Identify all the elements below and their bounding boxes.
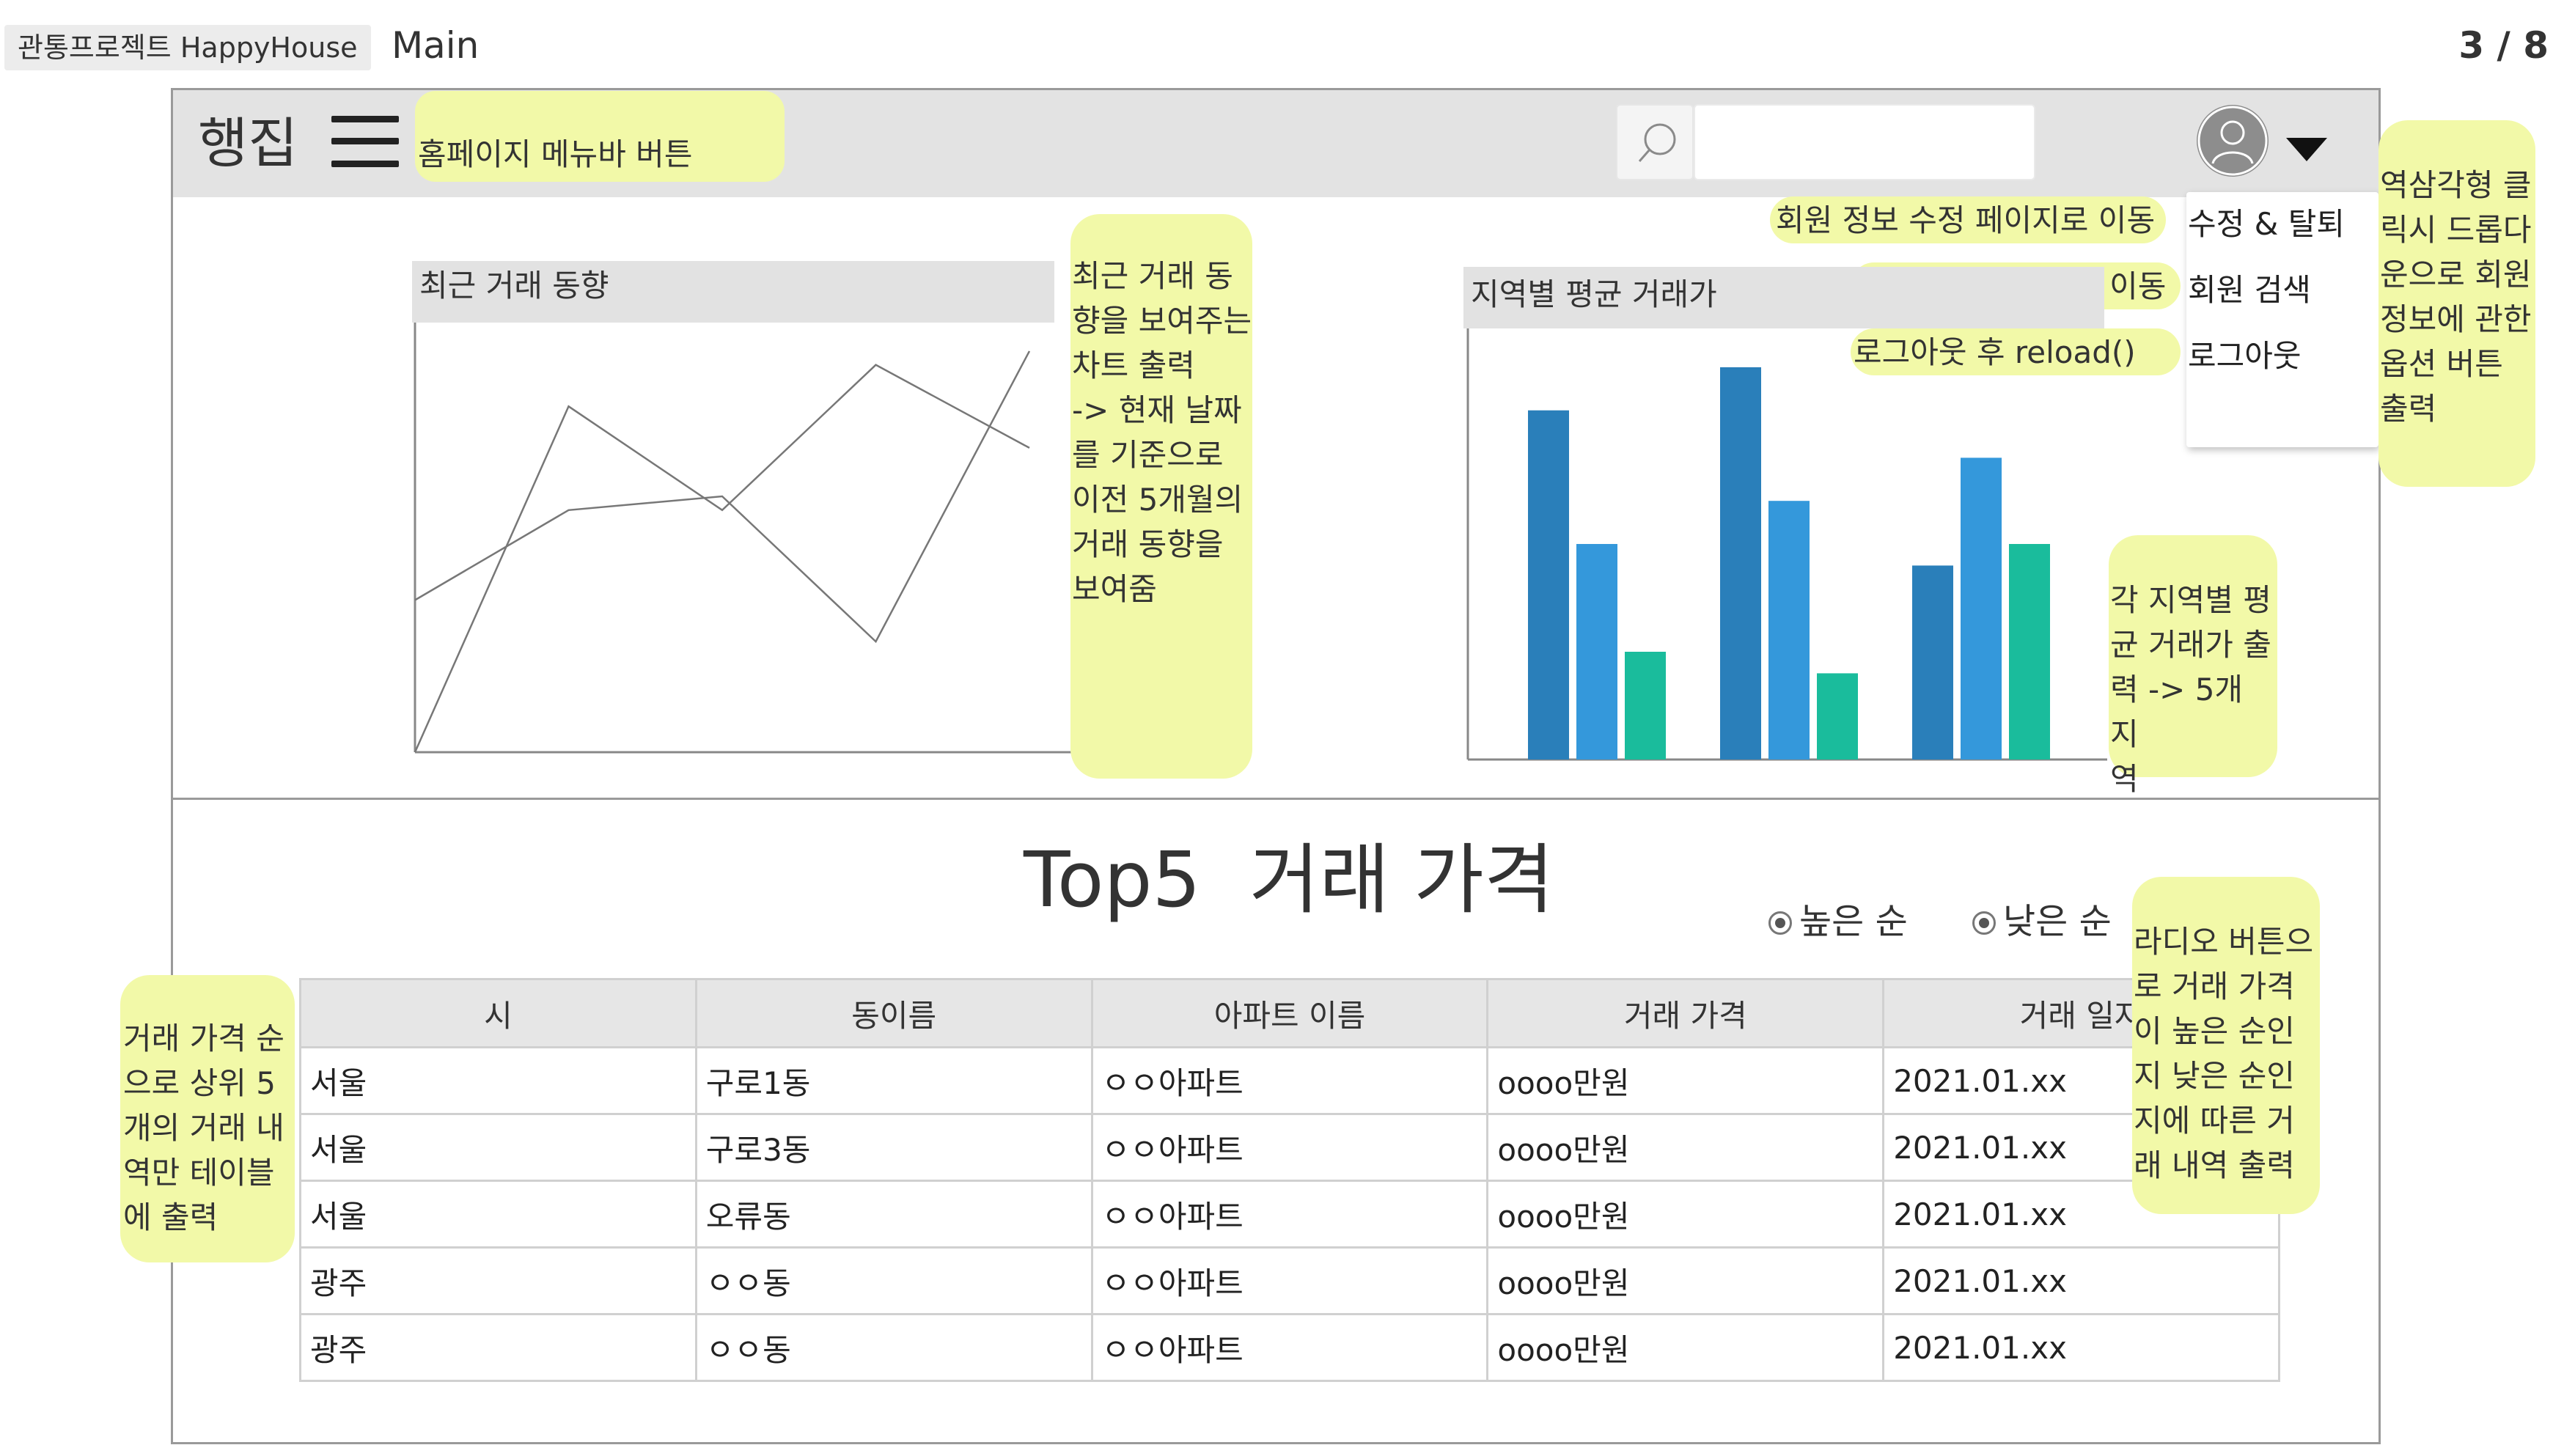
cell: 구로3동: [694, 1113, 1093, 1182]
avatar[interactable]: [2197, 105, 2269, 177]
cell: 서울: [299, 1113, 697, 1182]
page-number: 3 / 8: [2458, 24, 2549, 67]
trend-series-line-1: [414, 350, 1031, 644]
page-name: Main: [392, 24, 480, 67]
dropdown-item-edit-withdraw[interactable]: 수정 & 탈퇴: [2188, 206, 2346, 242]
col-header-apartment: 아파트 이름: [1090, 978, 1489, 1048]
region-bar-g3-s2: [1961, 457, 2002, 760]
project-label: 관통프로젝트 HappyHouse: [4, 25, 371, 70]
cell: oooo만원: [1486, 1046, 1885, 1115]
cell: ㅇㅇ동: [694, 1246, 1093, 1315]
cell: ㅇㅇ아파트: [1090, 1046, 1489, 1115]
search-button[interactable]: [1616, 104, 1694, 180]
cell: 광주: [299, 1246, 697, 1315]
cell: ㅇㅇ아파트: [1090, 1180, 1489, 1249]
note-table: 거래 가격 순 으로 상위 5 개의 거래 내 역만 테이블 에 출력: [120, 975, 295, 1262]
cell: 2021.01.xx: [1882, 1246, 2280, 1315]
search-icon: [1638, 123, 1676, 162]
note-region-chart: 각 지역별 평 균 거래가 출 력 -> 5개 지 역: [2109, 535, 2277, 797]
dropdown-item-member-search[interactable]: 회원 검색: [2188, 272, 2311, 308]
dropdown-caret-icon[interactable]: [2286, 138, 2327, 161]
radio-high-icon[interactable]: [1768, 911, 1792, 935]
cell: 구로1동: [694, 1046, 1093, 1115]
table-header-row: 시 동이름 아파트 이름 거래 가격 거래 일자: [299, 978, 2280, 1048]
region-chart: [1466, 328, 2107, 761]
radio-low-label: 낮은 순: [2003, 901, 2112, 942]
search-input[interactable]: [1694, 104, 2035, 180]
cell: 광주: [299, 1313, 697, 1382]
table-row[interactable]: 서울 오류동 ㅇㅇ아파트 oooo만원 2021.01.xx: [299, 1180, 2280, 1249]
region-bar-g2-s2: [1768, 501, 1810, 760]
cell: 서울: [299, 1180, 697, 1249]
section-divider: [173, 798, 2378, 800]
cell: oooo만원: [1486, 1180, 1885, 1249]
table-row[interactable]: 광주 ㅇㅇ동 ㅇㅇ아파트 oooo만원 2021.01.xx: [299, 1313, 2280, 1382]
menu-icon[interactable]: [331, 116, 399, 167]
table-row[interactable]: 광주 ㅇㅇ동 ㅇㅇ아파트 oooo만원 2021.01.xx: [299, 1246, 2280, 1315]
region-bar-g3-s3: [2009, 544, 2050, 760]
cell: 오류동: [694, 1180, 1093, 1249]
region-bar-g2-s3: [1817, 673, 1858, 760]
radio-sort-high[interactable]: 높은 순: [1768, 896, 1908, 947]
region-bar-g1-s2: [1576, 544, 1617, 760]
note-dropdown-caret: 역삼각형 클 릭시 드롭다 운으로 회원 정보에 관한 옵션 버튼 출력: [2378, 120, 2535, 487]
radio-low-icon[interactable]: [1972, 911, 1996, 935]
trend-chart-title: 최근 거래 동향: [412, 261, 1054, 323]
top5-table: 시 동이름 아파트 이름 거래 가격 거래 일자 서울 구로1동 ㅇㅇ아파트 o…: [299, 978, 2280, 1382]
cell: ㅇㅇ아파트: [1090, 1313, 1489, 1382]
col-header-price: 거래 가격: [1486, 978, 1885, 1048]
note-trend-chart: 최근 거래 동 향을 보여주는 차트 출력 -> 현재 날짜 를 기준으로 이전…: [1070, 214, 1252, 779]
table-row[interactable]: 서울 구로1동 ㅇㅇ아파트 oooo만원 2021.01.xx: [299, 1046, 2280, 1115]
radio-sort-low[interactable]: 낮은 순: [1972, 896, 2112, 947]
user-icon: [2197, 106, 2268, 176]
note-edit-member: 회원 정보 수정 페이지로 이동: [1770, 196, 2166, 243]
cell: 2021.01.xx: [1882, 1313, 2280, 1382]
note-menubar: 홈페이지 메뉴바 버튼: [415, 91, 785, 182]
col-header-city: 시: [299, 978, 697, 1048]
note-logout: 로그아웃 후 reload(): [1851, 328, 2181, 375]
region-bar-g2-s1: [1720, 367, 1761, 760]
note-radio-buttons: 라디오 버튼으 로 거래 가격 이 높은 순인 지 낮은 순인 지에 따른 거 …: [2132, 877, 2320, 1214]
table-row[interactable]: 서울 구로3동 ㅇㅇ아파트 oooo만원 2021.01.xx: [299, 1113, 2280, 1182]
cell: ㅇㅇ아파트: [1090, 1113, 1489, 1182]
region-bar-g1-s1: [1528, 410, 1569, 760]
site-logo[interactable]: 행집: [198, 112, 298, 175]
cell: ㅇㅇ동: [694, 1313, 1093, 1382]
cell: oooo만원: [1486, 1313, 1885, 1382]
dropdown-item-logout[interactable]: 로그아웃: [2188, 338, 2302, 374]
region-bar-g3-s1: [1912, 565, 1953, 760]
col-header-dong: 동이름: [694, 978, 1093, 1048]
region-chart-title: 지역별 평균 거래가: [1463, 267, 2104, 328]
user-dropdown-menu: [2186, 192, 2378, 447]
cell: ㅇㅇ아파트: [1090, 1246, 1489, 1315]
cell: oooo만원: [1486, 1246, 1885, 1315]
trend-chart: [414, 323, 1072, 754]
trend-series-line-2: [414, 364, 1030, 753]
cell: oooo만원: [1486, 1113, 1885, 1182]
region-bar-g1-s3: [1625, 652, 1666, 760]
cell: 서울: [299, 1046, 697, 1115]
top5-title: Top5 거래 가격: [1024, 835, 1554, 924]
radio-high-label: 높은 순: [1799, 901, 1908, 942]
